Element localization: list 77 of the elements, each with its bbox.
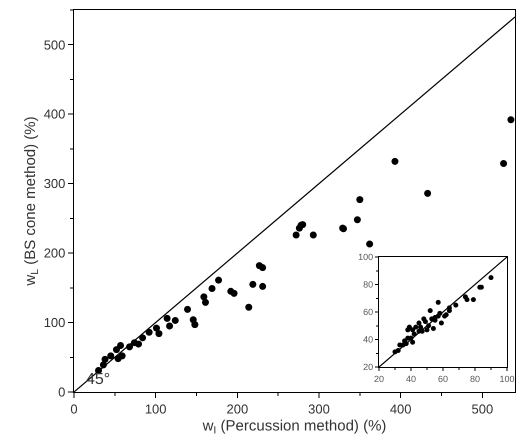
point bbox=[117, 342, 124, 349]
point bbox=[184, 306, 192, 313]
point bbox=[426, 323, 432, 328]
y-tick-label: 80 bbox=[363, 280, 374, 290]
point bbox=[424, 327, 430, 332]
y-tick-label: 40 bbox=[363, 334, 374, 345]
point bbox=[191, 321, 198, 328]
point bbox=[164, 314, 171, 322]
x-tick-label: 0 bbox=[70, 402, 78, 417]
point bbox=[436, 300, 441, 305]
point bbox=[139, 334, 146, 342]
point bbox=[470, 297, 476, 302]
point bbox=[356, 196, 364, 204]
point bbox=[259, 264, 266, 272]
x-axis-title: w$_{I}$ (Percussion method) (%) bbox=[202, 418, 386, 437]
point bbox=[464, 297, 470, 302]
point bbox=[100, 361, 107, 368]
point bbox=[412, 332, 417, 336]
point bbox=[202, 298, 209, 306]
point bbox=[438, 320, 444, 326]
y-tick-label: 20 bbox=[363, 362, 374, 372]
point bbox=[453, 302, 458, 308]
x-tick-label: 100 bbox=[499, 374, 515, 384]
point bbox=[146, 328, 153, 336]
y-tick-label: 200 bbox=[44, 246, 66, 261]
point bbox=[107, 352, 114, 360]
point bbox=[507, 116, 514, 124]
point bbox=[405, 327, 410, 332]
x-tick-label: 80 bbox=[470, 374, 480, 384]
point bbox=[416, 320, 422, 326]
y-tick-label: 400 bbox=[44, 106, 66, 122]
annotation: 45° bbox=[86, 371, 110, 388]
point bbox=[392, 349, 398, 354]
point bbox=[488, 275, 494, 280]
y-tick-label: 0 bbox=[58, 384, 66, 400]
point bbox=[421, 316, 426, 322]
point bbox=[245, 304, 252, 311]
y-tick-label: 500 bbox=[44, 37, 66, 52]
x-tick-label: 400 bbox=[390, 402, 412, 417]
point bbox=[215, 276, 222, 284]
point bbox=[230, 290, 238, 297]
point bbox=[208, 285, 216, 292]
point bbox=[112, 346, 120, 354]
y-tick-label: 100 bbox=[44, 315, 66, 330]
x-tick-label: 20 bbox=[374, 374, 384, 384]
point bbox=[130, 339, 138, 346]
point bbox=[424, 190, 432, 197]
point bbox=[292, 232, 300, 239]
point bbox=[259, 282, 266, 290]
point bbox=[366, 240, 374, 248]
x-tick-label: 60 bbox=[438, 374, 448, 384]
point bbox=[296, 224, 303, 232]
x-tick-label: 200 bbox=[226, 402, 248, 417]
x-tick-label: 300 bbox=[308, 402, 330, 417]
point bbox=[114, 355, 122, 362]
x-tick-label: 100 bbox=[144, 402, 167, 417]
point bbox=[428, 308, 433, 314]
point bbox=[416, 328, 422, 334]
point bbox=[102, 356, 109, 363]
point bbox=[152, 324, 160, 332]
point bbox=[413, 324, 418, 330]
point bbox=[410, 340, 416, 345]
point bbox=[166, 322, 174, 330]
x-tick-label: 500 bbox=[471, 402, 494, 417]
point bbox=[155, 330, 162, 338]
point bbox=[249, 280, 256, 288]
y-tick-label: 100 bbox=[358, 252, 374, 262]
point bbox=[391, 158, 398, 165]
point bbox=[172, 316, 179, 324]
y-tick-label: 60 bbox=[363, 307, 374, 318]
x-tick-label: 40 bbox=[406, 374, 416, 384]
y-tick-label: 300 bbox=[44, 176, 66, 192]
point bbox=[430, 326, 436, 331]
point bbox=[354, 216, 361, 224]
point bbox=[310, 232, 317, 239]
point bbox=[126, 343, 134, 350]
point bbox=[500, 160, 508, 167]
